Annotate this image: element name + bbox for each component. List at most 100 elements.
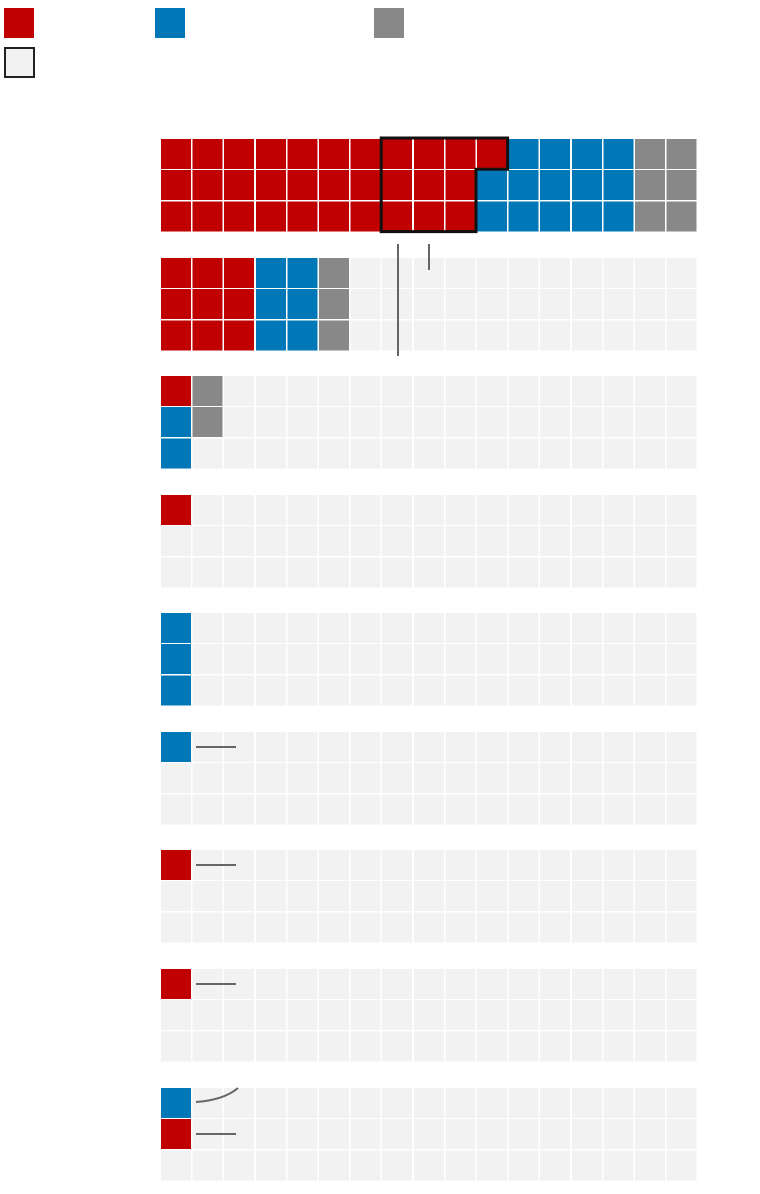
empty-seat-cell xyxy=(445,763,476,794)
empty-seat-cell xyxy=(350,526,381,557)
empty-seat-cell xyxy=(255,1031,286,1062)
empty-seat-cell xyxy=(192,1150,223,1181)
seat-cell-party-b xyxy=(161,613,191,643)
empty-seat-cell xyxy=(255,1119,286,1150)
empty-seat-cell xyxy=(161,1000,191,1031)
empty-seat-cell xyxy=(255,1150,286,1181)
seat-group-1 xyxy=(161,139,697,232)
empty-seat-cell xyxy=(382,495,413,525)
empty-seat-cell xyxy=(287,912,318,943)
empty-seat-cell xyxy=(161,912,191,943)
empty-seat-cell xyxy=(603,794,634,825)
empty-seat-cell xyxy=(287,526,318,557)
empty-seat-cell xyxy=(635,1088,665,1118)
empty-seat-cell xyxy=(635,881,665,912)
empty-seat-cell xyxy=(445,320,476,351)
empty-seat-cell xyxy=(350,613,381,643)
empty-seat-cell xyxy=(603,613,634,643)
empty-seat-cell xyxy=(635,289,665,320)
empty-seat-cell xyxy=(540,912,571,943)
empty-seat-cell xyxy=(255,1088,286,1118)
empty-seat-cell xyxy=(161,557,191,588)
seat-cell-party-b xyxy=(255,320,286,351)
empty-seat-cell xyxy=(635,644,665,675)
empty-seat-cell xyxy=(413,407,444,438)
empty-seat-cell xyxy=(571,1000,602,1031)
empty-seat-cell xyxy=(571,881,602,912)
empty-seat-cell xyxy=(413,376,444,406)
seat-cell-party-a xyxy=(192,289,223,320)
empty-seat-cell xyxy=(255,644,286,675)
empty-seat-cell xyxy=(319,881,349,912)
empty-seat-cell xyxy=(666,912,697,943)
empty-seat-cell xyxy=(350,1119,381,1150)
empty-seat-cell xyxy=(192,1000,223,1031)
seat-cell-party-a xyxy=(255,139,286,169)
empty-seat-cell xyxy=(413,557,444,588)
empty-seat-cell xyxy=(287,881,318,912)
empty-seat-cell xyxy=(224,557,255,588)
empty-seat-cell xyxy=(603,644,634,675)
empty-seat-cell xyxy=(635,850,665,880)
empty-seat-cell xyxy=(571,613,602,643)
empty-seat-cell xyxy=(192,557,223,588)
seat-cell-party-a xyxy=(224,201,255,232)
empty-seat-cell xyxy=(319,438,349,469)
empty-seat-cell xyxy=(413,732,444,762)
seat-cell-party-b xyxy=(571,201,602,232)
empty-seat-cell xyxy=(192,912,223,943)
seat-cell-party-a xyxy=(161,1119,191,1150)
empty-seat-cell xyxy=(413,289,444,320)
empty-seat-cell xyxy=(508,1000,539,1031)
empty-seat-cell xyxy=(540,289,571,320)
empty-seat-cell xyxy=(350,969,381,999)
empty-seat-cell xyxy=(413,794,444,825)
empty-seat-cell xyxy=(666,763,697,794)
seat-group-4 xyxy=(161,495,697,588)
empty-seat-cell xyxy=(540,1000,571,1031)
empty-seat-cell xyxy=(319,613,349,643)
empty-seat-cell xyxy=(413,644,444,675)
seat-cell-party-b xyxy=(540,201,571,232)
empty-seat-cell xyxy=(635,1119,665,1150)
empty-seat-cell xyxy=(413,1150,444,1181)
empty-seat-cell xyxy=(382,969,413,999)
empty-seat-cell xyxy=(571,675,602,706)
empty-seat-cell xyxy=(413,1088,444,1118)
empty-seat-cell xyxy=(635,912,665,943)
empty-seat-cell xyxy=(635,526,665,557)
seat-cell-party-a xyxy=(413,170,444,201)
empty-seat-cell xyxy=(508,320,539,351)
empty-seat-cell xyxy=(477,258,507,288)
empty-seat-cell xyxy=(319,526,349,557)
empty-seat-cell xyxy=(287,1088,318,1118)
empty-seat-cell xyxy=(571,557,602,588)
empty-seat-cell xyxy=(319,794,349,825)
empty-seat-cell xyxy=(255,850,286,880)
seat-cell-party-a xyxy=(192,320,223,351)
empty-seat-cell xyxy=(255,969,286,999)
empty-seat-cell xyxy=(666,495,697,525)
empty-seat-cell xyxy=(603,1119,634,1150)
seat-cell-party-a xyxy=(161,170,191,201)
empty-seat-cell xyxy=(382,794,413,825)
empty-seat-cell xyxy=(666,438,697,469)
empty-seat-cell xyxy=(666,644,697,675)
seat-cell-party-a xyxy=(192,139,223,169)
empty-seat-cell xyxy=(413,763,444,794)
empty-seat-cell xyxy=(635,258,665,288)
empty-seat-cell xyxy=(319,376,349,406)
seat-cell-party-a xyxy=(161,969,191,999)
empty-seat-cell xyxy=(666,1000,697,1031)
empty-seat-cell xyxy=(287,495,318,525)
empty-seat-cell xyxy=(540,1088,571,1118)
empty-seat-cell xyxy=(413,1031,444,1062)
empty-seat-cell xyxy=(603,1000,634,1031)
seat-cell-party-b xyxy=(603,170,634,201)
seat-cell-party-a xyxy=(319,139,349,169)
seat-cell-party-b xyxy=(161,732,191,762)
empty-seat-cell xyxy=(540,495,571,525)
empty-seat-cell xyxy=(540,557,571,588)
highlight-overlay xyxy=(195,136,510,1135)
empty-seat-cell xyxy=(571,376,602,406)
